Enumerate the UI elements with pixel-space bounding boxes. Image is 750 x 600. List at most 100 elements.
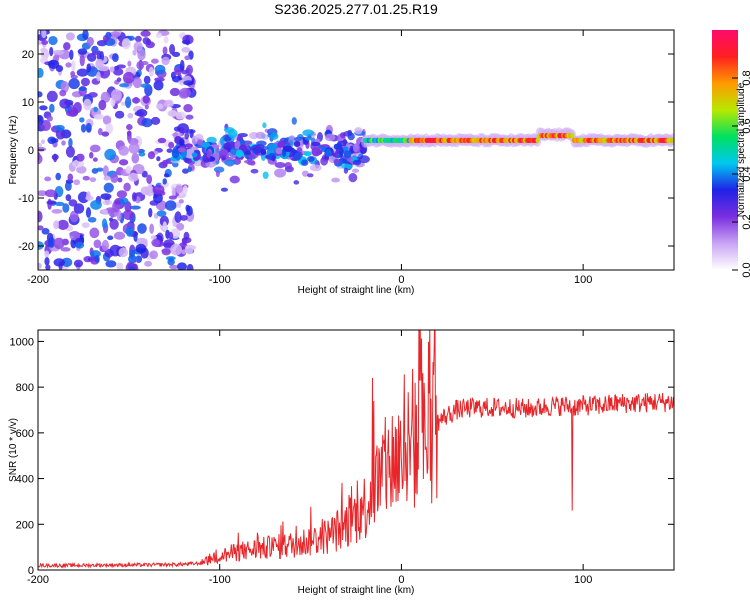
noise-blob: [105, 260, 117, 268]
noise-blob: [79, 117, 85, 123]
noise-blob: [38, 114, 44, 126]
noise-blob: [68, 199, 78, 207]
noise-blob: [86, 191, 91, 201]
noise-blob: [60, 81, 70, 93]
transition-blob: [331, 177, 340, 183]
colorbar-tick-label: 0.4: [741, 166, 750, 181]
transition-core-blob: [235, 149, 244, 158]
transition-core-blob: [293, 140, 301, 147]
noise-blob: [68, 78, 80, 90]
noise-blob: [133, 41, 143, 52]
transition-blob: [187, 166, 193, 173]
noise-blob: [168, 195, 178, 200]
noise-blob: [140, 83, 151, 88]
noise-blob: [176, 222, 185, 231]
noise-blob: [162, 46, 168, 55]
noise-blob: [179, 87, 191, 98]
noise-blob: [127, 112, 134, 119]
snr-ytick-label: 1000: [10, 336, 34, 348]
noise-blob: [39, 105, 48, 111]
noise-blob: [155, 103, 164, 110]
noise-blob: [38, 210, 43, 223]
transition-blob: [354, 127, 363, 135]
transition-blob: [243, 159, 256, 164]
noise-blob: [185, 204, 190, 212]
noise-blob: [38, 67, 44, 78]
noise-blob: [103, 182, 114, 193]
transition-core-blob: [342, 139, 348, 145]
noise-blob: [131, 153, 140, 164]
noise-blob: [144, 260, 153, 267]
noise-blob: [79, 54, 85, 67]
noise-blob: [122, 209, 135, 221]
transition-core-blob: [311, 141, 321, 147]
noise-blob: [46, 90, 58, 102]
transition-core-blob: [271, 155, 276, 162]
noise-blob: [181, 69, 189, 75]
colorbar-ticks: 0.0 0.2 0.4 0.6 0.8: [732, 70, 750, 278]
transition-blob: [256, 140, 267, 147]
noise-blob: [67, 173, 74, 182]
transition-blob: [293, 136, 303, 142]
transition-blob: [293, 151, 302, 161]
transition-core-blob: [267, 143, 278, 151]
snr-ytick-label: 400: [16, 474, 34, 486]
noise-blob: [114, 200, 122, 205]
noise-blob: [169, 87, 181, 97]
noise-blob: [110, 173, 119, 184]
transition-blob: [269, 132, 279, 140]
noise-blob: [82, 30, 89, 40]
noise-blob: [154, 77, 165, 82]
colorbar-tick-label: 0.2: [741, 214, 750, 229]
noise-blob: [113, 68, 124, 76]
noise-blob: [109, 244, 122, 257]
transition-core-blob: [179, 138, 185, 147]
noise-blob: [65, 194, 72, 202]
transition-blob: [302, 129, 315, 137]
spectrogram-ytick-label: 0: [28, 145, 34, 157]
noise-blob: [142, 95, 150, 104]
noise-blob: [179, 59, 185, 72]
transition-core-blob: [200, 142, 211, 148]
noise-blob: [162, 159, 169, 166]
noise-blob: [38, 190, 48, 197]
transition-core-blob: [184, 143, 193, 148]
noise-blob: [63, 42, 71, 51]
noise-blob: [141, 117, 153, 128]
noise-blob: [120, 197, 129, 205]
noise-blob: [38, 241, 44, 250]
transition-blob: [324, 133, 336, 142]
spectrogram-xlabel: Height of straight line (km): [298, 285, 415, 296]
transition-core-blob: [339, 147, 344, 158]
noise-blob: [155, 32, 163, 39]
noise-blob: [151, 238, 161, 247]
noise-blob: [167, 109, 178, 117]
noise-blob: [46, 200, 57, 205]
spectrogram-ytick-label: 10: [22, 97, 34, 109]
noise-blob: [122, 71, 135, 84]
transition-blob: [262, 171, 269, 179]
transition-blob: [185, 129, 196, 134]
spectrogram-xtick-label: -200: [27, 274, 49, 286]
snr-ytick-label: 600: [16, 428, 34, 440]
noise-blob: [85, 207, 92, 218]
noise-blob: [96, 50, 102, 61]
transition-blob: [352, 159, 362, 165]
noise-blob: [118, 159, 129, 166]
transition-blob: [307, 173, 314, 178]
transition-blob: [244, 150, 251, 156]
noise-blob: [44, 257, 50, 266]
noise-blob: [77, 48, 88, 55]
noise-blob: [104, 148, 117, 161]
noise-blob: [136, 60, 145, 70]
transition-core-blob: [324, 148, 332, 157]
noise-blob: [175, 185, 184, 194]
noise-blob: [75, 153, 85, 162]
transition-blob: [284, 161, 292, 170]
noise-blob: [154, 64, 166, 75]
noise-blob: [90, 199, 102, 210]
noise-blob: [86, 36, 94, 47]
noise-blob: [132, 49, 137, 56]
noise-blob: [185, 114, 194, 120]
